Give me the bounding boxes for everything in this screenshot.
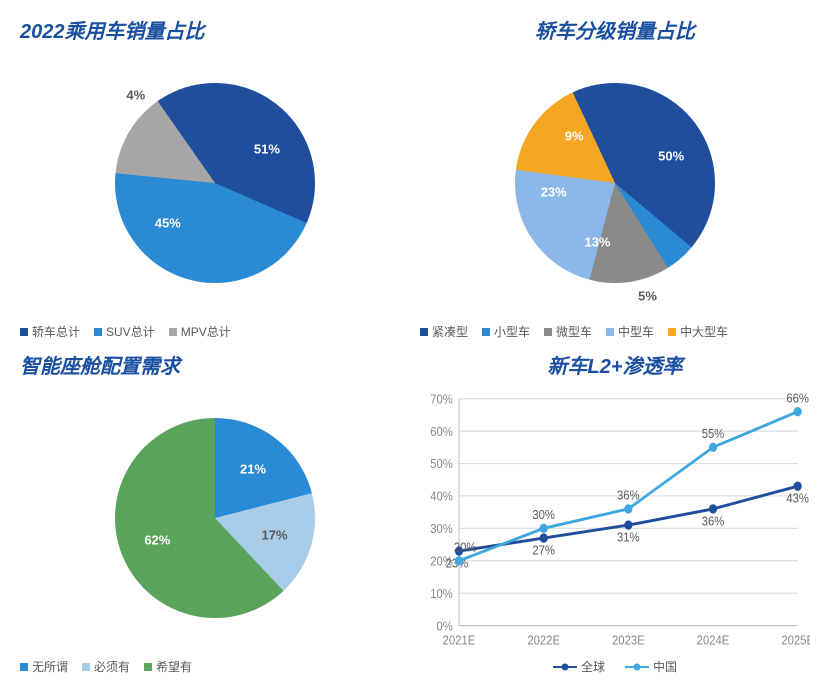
pie-slice-label: 50%	[658, 149, 684, 164]
panel-cockpit-demand: 智能座舱配置需求 21% 17% 62% 无所谓 必须有 希望有	[20, 350, 410, 675]
legend-item: 紧凑型	[420, 323, 468, 340]
legend-swatch	[82, 663, 90, 671]
pie-disc	[515, 83, 715, 283]
svg-text:10%: 10%	[430, 586, 453, 601]
legend-label: 中型车	[618, 323, 654, 340]
pie-slice-label: 4%	[126, 88, 145, 103]
legend-item: 小型车	[482, 323, 530, 340]
panel4-line-svg: 0%10%20%30%40%50%60%70%2021E2022E2023E20…	[420, 387, 810, 656]
legend-item: MPV总计	[169, 323, 231, 340]
panel3-legend: 无所谓 必须有 希望有	[20, 658, 410, 675]
pie-slice-label: 51%	[254, 141, 280, 156]
panel1-title: 2022乘用车销量占比	[20, 15, 410, 44]
svg-text:30%: 30%	[532, 507, 555, 522]
legend-swatch	[482, 328, 490, 336]
panel2-title: 轿车分级销量占比	[420, 15, 810, 44]
legend-swatch	[544, 328, 552, 336]
legend-swatch	[169, 328, 177, 336]
chart-grid: 2022乘用车销量占比 51% 45% 4% 轿车总计 SUV总计 MPV总计 轿车分级…	[20, 15, 810, 675]
legend-item: 希望有	[144, 658, 192, 675]
legend-item: 轿车总计	[20, 323, 80, 340]
pie-slice-label: 9%	[565, 128, 584, 143]
pie-slice-label: 23%	[541, 184, 567, 199]
svg-text:20%: 20%	[454, 540, 477, 555]
legend-label: 微型车	[556, 323, 592, 340]
panel1-chart: 51% 45% 4%	[20, 52, 410, 313]
legend-label: 轿车总计	[32, 323, 80, 340]
pie-slice-label: 5%	[638, 288, 657, 303]
legend-swatch	[668, 328, 676, 336]
legend-label: 中大型车	[680, 323, 728, 340]
pie-slice-label: 45%	[155, 215, 181, 230]
panel2-pie: 50%5%13%23%9%	[515, 83, 715, 283]
legend-label: 紧凑型	[432, 323, 468, 340]
panel3-chart: 21% 17% 62%	[20, 387, 410, 648]
pie-slice-label: 17%	[262, 527, 288, 542]
legend-label: SUV总计	[106, 323, 155, 340]
panel1-pie: 51% 45% 4%	[115, 83, 315, 283]
svg-text:36%: 36%	[702, 514, 725, 529]
svg-text:66%: 66%	[786, 391, 809, 406]
panel-vehicle-sales-share: 2022乘用车销量占比 51% 45% 4% 轿车总计 SUV总计 MPV总计	[20, 15, 410, 340]
legend-item: 中大型车	[668, 323, 728, 340]
svg-text:2022E: 2022E	[527, 633, 560, 648]
svg-text:36%: 36%	[617, 488, 640, 503]
legend-label: MPV总计	[181, 323, 231, 340]
legend-item: 中国	[625, 658, 677, 675]
legend-label: 无所谓	[32, 658, 68, 675]
panel2-chart: 50% 5% 13% 23% 9%	[420, 52, 810, 313]
svg-text:2023E: 2023E	[612, 633, 645, 648]
legend-label: 全球	[581, 658, 605, 675]
legend-swatch	[20, 328, 28, 336]
panel1-legend: 轿车总计 SUV总计 MPV总计	[20, 323, 410, 340]
svg-text:2021E: 2021E	[443, 633, 476, 648]
pie-disc	[115, 83, 315, 283]
panel4-chart: 0%10%20%30%40%50%60%70%2021E2022E2023E20…	[420, 387, 810, 656]
svg-text:70%: 70%	[430, 392, 453, 407]
panel3-pie: 21% 17% 62%	[115, 418, 315, 618]
legend-item: SUV总计	[94, 323, 155, 340]
svg-text:2024E: 2024E	[697, 633, 730, 648]
svg-text:43%: 43%	[786, 491, 809, 506]
legend-label: 必须有	[94, 658, 130, 675]
panel-sedan-class-share: 轿车分级销量占比 50% 5% 13% 23% 9% 紧凑型 小型车 微型车 中型车 中大型车	[420, 15, 810, 340]
legend-item: 全球	[553, 658, 605, 675]
svg-text:30%: 30%	[430, 521, 453, 536]
panel-l2-penetration: 新车L2+渗透率 0%10%20%30%40%50%60%70%2021E202…	[420, 350, 810, 675]
panel4-title: 新车L2+渗透率	[420, 350, 810, 379]
legend-item: 必须有	[82, 658, 130, 675]
pie-slice-label: 13%	[584, 234, 610, 249]
legend-item: 无所谓	[20, 658, 68, 675]
legend-item: 微型车	[544, 323, 592, 340]
svg-text:27%: 27%	[532, 543, 555, 558]
svg-text:40%: 40%	[430, 489, 453, 504]
legend-swatch	[606, 328, 614, 336]
legend-line-swatch	[625, 662, 649, 672]
legend-swatch	[144, 663, 152, 671]
legend-label: 希望有	[156, 658, 192, 675]
svg-text:31%: 31%	[617, 530, 640, 545]
legend-label: 小型车	[494, 323, 530, 340]
legend-label: 中国	[653, 658, 677, 675]
svg-text:60%: 60%	[430, 424, 453, 439]
legend-item: 中型车	[606, 323, 654, 340]
panel2-legend: 紧凑型 小型车 微型车 中型车 中大型车	[420, 323, 810, 340]
pie-slice-label: 62%	[144, 533, 170, 548]
legend-swatch	[420, 328, 428, 336]
legend-swatch	[94, 328, 102, 336]
svg-text:55%: 55%	[702, 426, 725, 441]
legend-swatch	[20, 663, 28, 671]
panel3-title: 智能座舱配置需求	[20, 350, 410, 379]
pie-disc	[115, 418, 315, 618]
svg-text:0%: 0%	[437, 619, 454, 634]
legend-line-swatch	[553, 662, 577, 672]
svg-text:50%: 50%	[430, 457, 453, 472]
pie-slice-label: 21%	[240, 461, 266, 476]
panel4-legend: 全球 中国	[420, 658, 810, 675]
svg-text:2025E: 2025E	[781, 633, 810, 648]
